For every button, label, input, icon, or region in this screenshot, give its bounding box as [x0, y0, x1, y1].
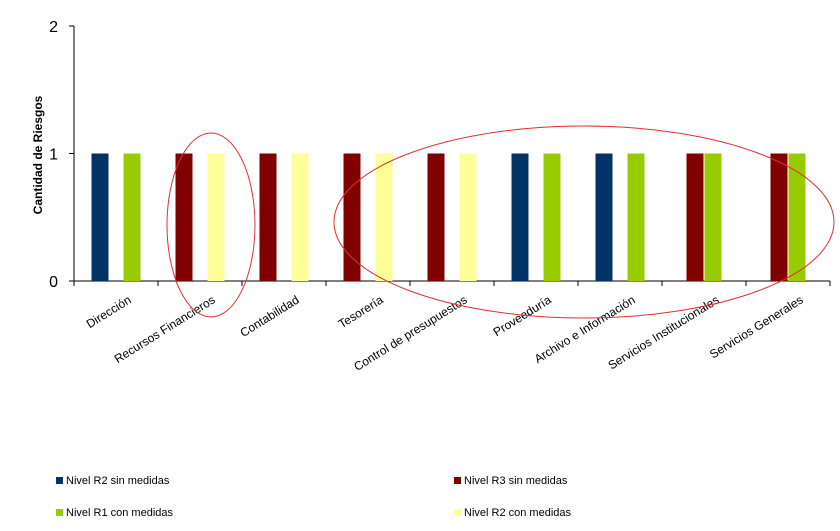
legend-swatch [56, 477, 63, 484]
bar-nivel-r1-con-medidas [123, 153, 141, 281]
bar-nivel-r1-con-medidas [627, 153, 645, 281]
legend-label: Nivel R2 con medidas [464, 507, 571, 519]
bars [91, 153, 806, 281]
category-label: Dirección [84, 293, 134, 331]
legend-label: Nivel R2 sin medidas [66, 475, 170, 487]
bar-nivel-r2-con-medidas [291, 153, 309, 281]
y-ticks: 0 1 2 [49, 19, 74, 291]
legend-swatch [454, 477, 461, 484]
bar-nivel-r3-sin-medidas [427, 153, 445, 281]
bar-nivel-r3-sin-medidas [686, 153, 704, 281]
bar-nivel-r2-sin-medidas [91, 153, 109, 281]
annotation-ellipse-recursos [166, 132, 256, 318]
y-tick-label: 0 [49, 274, 58, 291]
y-tick-label: 1 [49, 147, 58, 164]
category-label: Servicios Generales [707, 293, 805, 362]
bar-nivel-r2-con-medidas [207, 153, 225, 281]
bar-nivel-r3-sin-medidas [343, 153, 361, 281]
bar-nivel-r3-sin-medidas [770, 153, 788, 281]
annotation-ellipse-group [333, 125, 835, 319]
annotations [166, 125, 835, 319]
bar-nivel-r1-con-medidas [788, 153, 806, 281]
y-tick-label: 2 [49, 19, 58, 36]
bar-nivel-r2-con-medidas [375, 153, 393, 281]
category-label: Proveeduría [491, 292, 554, 339]
category-label: Tesorería [336, 293, 386, 332]
legend-swatch [454, 509, 461, 516]
bar-nivel-r1-con-medidas [543, 153, 561, 281]
bar-nivel-r2-con-medidas [459, 153, 477, 281]
legend: Nivel R2 sin medidas Nivel R3 sin medidas… [56, 475, 571, 519]
x-ticks [73, 281, 831, 286]
legend-label: Nivel R1 con medidas [66, 507, 173, 519]
bar-nivel-r3-sin-medidas [175, 153, 193, 281]
bar-nivel-r2-sin-medidas [595, 153, 613, 281]
bar-nivel-r2-sin-medidas [511, 153, 529, 281]
legend-label: Nivel R3 sin medidas [464, 475, 568, 487]
y-axis-label: Cantidad de Riesgos [31, 95, 45, 214]
bar-nivel-r3-sin-medidas [259, 153, 277, 281]
category-label: Contabilidad [238, 293, 302, 340]
bar-nivel-r1-con-medidas [704, 153, 722, 281]
legend-swatch [56, 509, 63, 516]
